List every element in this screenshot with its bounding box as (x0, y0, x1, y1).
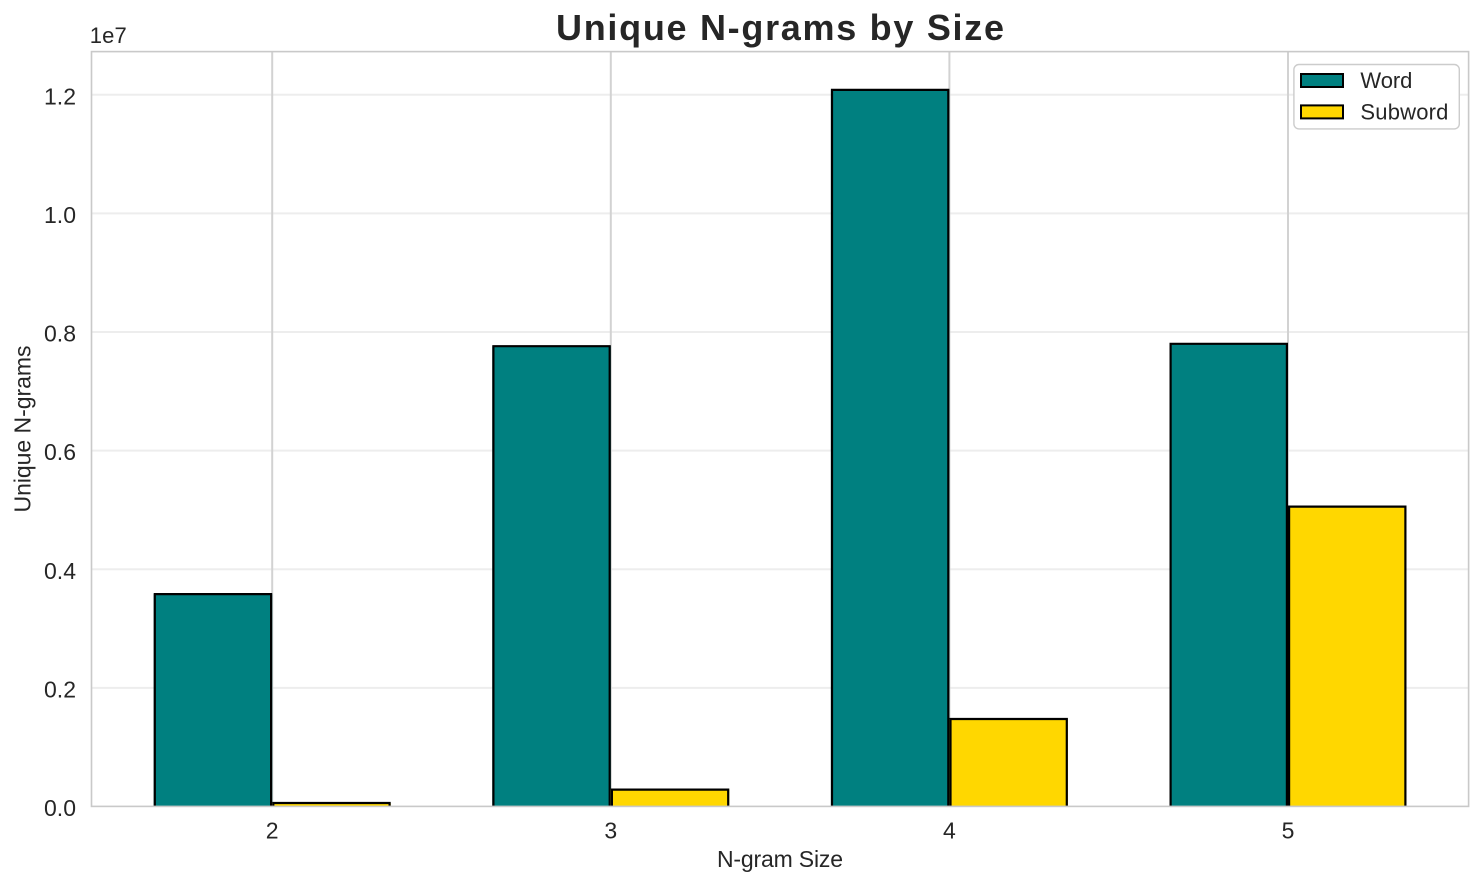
svg-text:1e7: 1e7 (90, 23, 127, 48)
svg-text:1.0: 1.0 (44, 202, 76, 228)
svg-text:N-gram Size: N-gram Size (717, 846, 843, 872)
svg-text:Unique N-grams: Unique N-grams (10, 346, 36, 513)
svg-text:0.2: 0.2 (44, 677, 76, 703)
svg-text:Unique N-grams by Size: Unique N-grams by Size (556, 7, 1004, 48)
svg-text:0.4: 0.4 (44, 558, 76, 584)
svg-text:2: 2 (266, 817, 279, 843)
svg-text:Word: Word (1360, 68, 1412, 93)
svg-text:0.0: 0.0 (44, 795, 76, 821)
svg-text:0.6: 0.6 (44, 439, 76, 465)
svg-text:5: 5 (1282, 817, 1295, 843)
svg-text:4: 4 (943, 817, 956, 843)
svg-text:3: 3 (604, 817, 617, 843)
svg-text:1.2: 1.2 (44, 83, 76, 109)
svg-text:0.8: 0.8 (44, 321, 76, 347)
svg-text:Subword: Subword (1360, 100, 1448, 125)
